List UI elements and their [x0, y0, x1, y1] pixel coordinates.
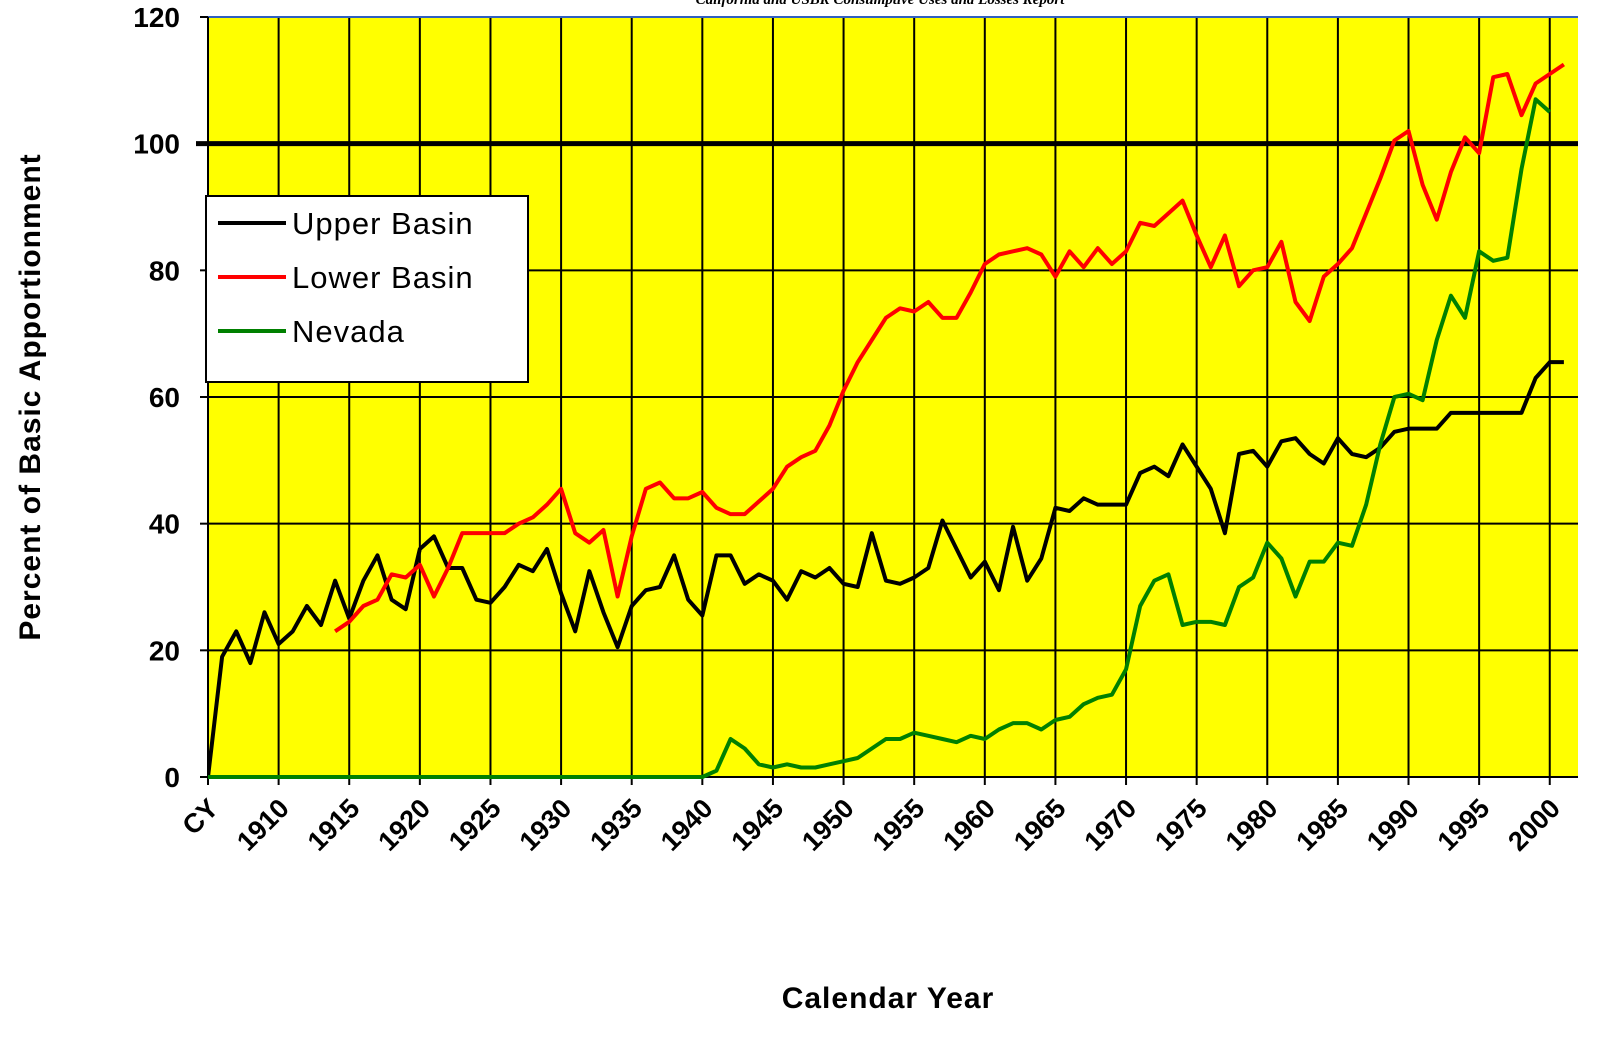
legend-label: Nevada [292, 314, 405, 349]
plot-lines [208, 62, 1565, 779]
y-tick-label: 40 [149, 509, 180, 540]
x-tick-label: 1935 [584, 793, 648, 857]
y-tick-label: 60 [149, 382, 180, 413]
legend-label: Upper Basin [292, 206, 474, 241]
y-tick-label: 100 [133, 129, 180, 160]
x-tick-label: 1970 [1079, 793, 1143, 857]
x-tick-label: 1955 [867, 793, 931, 857]
x-tick-label: 1915 [302, 793, 366, 857]
legend-box [205, 195, 529, 383]
series-line [208, 97, 1552, 779]
x-tick-label: 1930 [514, 793, 578, 857]
x-tick-label: 1960 [937, 793, 1001, 857]
x-tick-label: 1975 [1149, 793, 1213, 857]
x-axis-label: Calendar Year [782, 982, 995, 1015]
x-tick-label: 1945 [725, 793, 789, 857]
series-line [333, 62, 1565, 633]
x-tick-label: 1940 [655, 793, 719, 857]
x-tick-label: 1950 [796, 793, 860, 857]
y-axis-label: Percent of Basic Apportionment [14, 153, 47, 640]
x-tick-label: 1965 [1008, 793, 1072, 857]
series-line [208, 360, 1564, 778]
y-tick-label: 20 [149, 635, 180, 666]
x-tick-label: 1925 [443, 793, 507, 857]
x-tick-label: 1985 [1290, 793, 1354, 857]
x-tick-label: 1910 [231, 793, 295, 857]
y-tick-label: 120 [133, 2, 180, 33]
x-tick-label: 1990 [1361, 793, 1425, 857]
x-tick-label: 1920 [372, 793, 436, 857]
x-tick-label: 2000 [1502, 793, 1566, 857]
x-tick-label: 1995 [1432, 793, 1496, 857]
x-tick-label: CY [177, 793, 225, 841]
legend-label: Lower Basin [292, 260, 474, 295]
y-tick-label: 80 [149, 255, 180, 286]
report-note: California and USBR Consumptive Uses and… [696, 0, 1066, 8]
x-tick-label: 1980 [1220, 793, 1284, 857]
y-tick-label: 0 [164, 762, 180, 793]
